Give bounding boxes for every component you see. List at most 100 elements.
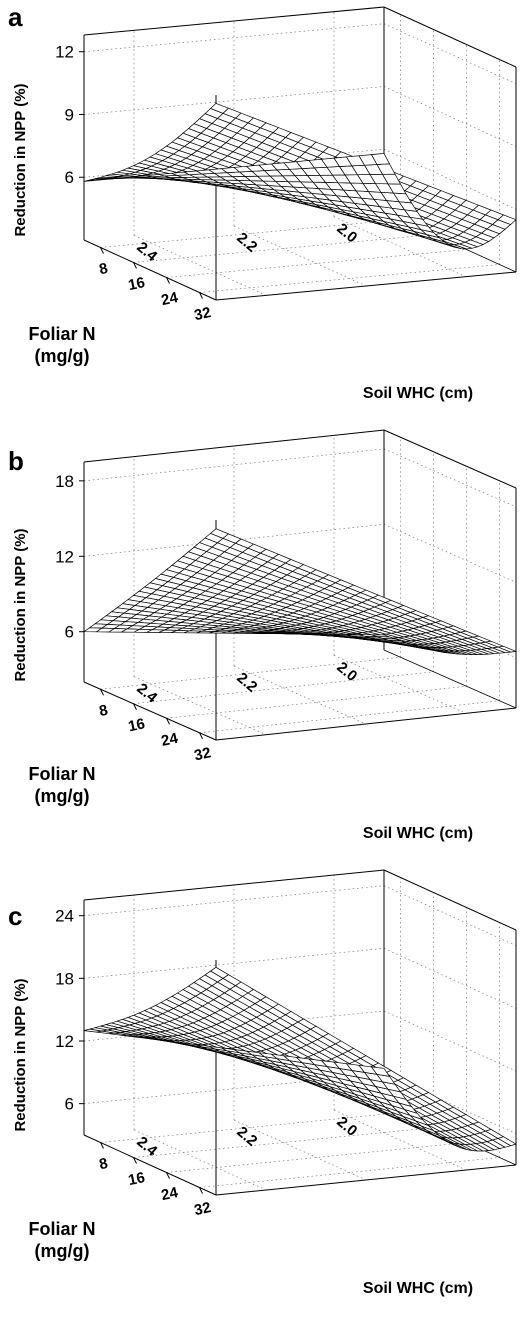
- x-tick: [199, 732, 203, 739]
- foliar-n-tick-label: 2.4: [133, 239, 160, 266]
- x-tick-label: 24: [160, 1184, 180, 1204]
- mesh-cell: [370, 153, 391, 165]
- x-tick-label: 24: [160, 289, 180, 309]
- y-axis-title: Reduction in NPP (%): [12, 528, 29, 681]
- gridline: [383, 1073, 517, 1134]
- gridline: [83, 523, 385, 557]
- x-tick: [133, 1157, 137, 1164]
- x-tick: [133, 262, 137, 269]
- foliar-n-tick-label: 2.4: [133, 680, 160, 707]
- z-tick-label: 6: [65, 1095, 74, 1114]
- x-tick-label: 32: [193, 1199, 213, 1219]
- gridline: [83, 885, 385, 917]
- axis-edge: [83, 681, 217, 741]
- panel-b: 6 12 18 8 16 24 32 2.4 2.2 2.0 b Reduction in NPP (…: [0, 429, 525, 880]
- gridline: [333, 655, 467, 714]
- x-tick-label: 16: [127, 1169, 147, 1189]
- gridline: [83, 448, 385, 482]
- foliar-n-axis-title: Foliar N: [28, 324, 95, 344]
- gridline: [383, 86, 517, 147]
- gridline: [333, 216, 467, 277]
- x-tick-label: 24: [160, 730, 180, 750]
- x-axis-title: Soil WHC (cm): [363, 825, 473, 842]
- z-tick-label: 6: [65, 623, 74, 642]
- axis-edge: [383, 649, 517, 709]
- z-tick-label: 9: [65, 105, 74, 124]
- foliar-n-tick-label: 2.4: [133, 1133, 160, 1160]
- gridline: [383, 1010, 517, 1072]
- mesh-cell: [370, 1066, 391, 1077]
- foliar-n-tick-label: 2.0: [333, 659, 360, 685]
- panel-label: a: [8, 2, 23, 32]
- x-tick-label: 8: [98, 260, 110, 278]
- gridline: [133, 1129, 267, 1191]
- x-tick-label: 8: [98, 702, 110, 720]
- surface-mesh: [83, 966, 517, 1152]
- axis-edge: [215, 707, 517, 741]
- gridline: [133, 235, 267, 296]
- foliar-n-axis-title: Foliar N: [28, 764, 95, 784]
- surface-mesh: [83, 102, 517, 250]
- y-axis-title: Reduction in NPP (%): [12, 978, 29, 1131]
- axis-edge: [215, 1164, 517, 1196]
- gridline: [83, 23, 385, 53]
- gridline: [383, 948, 517, 1009]
- x-tick-label: 16: [127, 274, 147, 294]
- surface-plot-b: 6 12 18 8 16 24 32 2.4 2.2 2.0 b Reduction in NPP (…: [8, 429, 518, 842]
- axis-edge: [83, 869, 385, 901]
- foliar-n-axis-title: (mg/g): [35, 786, 90, 806]
- gridline: [383, 523, 517, 583]
- x-tick: [166, 277, 170, 284]
- gridline: [233, 225, 367, 287]
- panel-a: 6 9 12 8 16 24 32 2.4 2.2 2.0 a Reduction in NPP (%…: [0, 0, 525, 440]
- gridline: [383, 23, 517, 85]
- y-axis-title: Reduction in NPP (%): [12, 83, 29, 236]
- x-tick: [100, 689, 104, 696]
- gridline: [383, 448, 517, 508]
- x-tick-label: 16: [127, 715, 147, 735]
- z-tick-label: 18: [55, 969, 74, 988]
- axis-edge: [215, 271, 517, 301]
- axis-edge: [83, 239, 217, 301]
- gridline: [233, 1119, 367, 1181]
- gridline: [383, 885, 517, 946]
- panel-label: b: [8, 446, 24, 476]
- z-tick-label: 18: [55, 472, 74, 491]
- x-axis-title: Soil WHC (cm): [363, 385, 473, 402]
- surface-mesh: [82, 528, 518, 655]
- foliar-n-tick-label: 2.2: [233, 229, 260, 255]
- x-tick: [166, 718, 170, 725]
- foliar-n-axis-title: (mg/g): [35, 346, 90, 366]
- foliar-n-tick-label: 2.2: [233, 1123, 260, 1149]
- x-tick: [166, 1172, 170, 1179]
- x-tick-label: 8: [98, 1155, 110, 1173]
- axis-edge: [83, 429, 385, 463]
- axis-edge: [83, 1134, 217, 1196]
- panel-c: 6 12 18 24 8 16 24 32 2.4 2.2 2.0 c Reduction in NPP…: [0, 869, 525, 1335]
- x-tick-label: 32: [193, 304, 213, 324]
- x-tick-label: 32: [193, 744, 213, 764]
- foliar-n-tick-label: 2.2: [233, 669, 260, 695]
- x-tick: [199, 292, 203, 299]
- z-tick-label: 24: [55, 907, 74, 926]
- surface-plot-c: 6 12 18 24 8 16 24 32 2.4 2.2 2.0 c Reduction in NPP…: [8, 869, 517, 1297]
- z-tick-label: 12: [55, 547, 74, 566]
- x-axis-title: Soil WHC (cm): [363, 1280, 473, 1297]
- gridline: [83, 947, 385, 979]
- panel-label: c: [8, 901, 22, 931]
- foliar-n-axis-title: (mg/g): [35, 1241, 90, 1261]
- x-tick: [100, 1142, 104, 1149]
- gridline: [383, 148, 517, 210]
- axis-edge: [383, 6, 517, 68]
- axis-edge: [383, 429, 517, 489]
- foliar-n-tick-label: 2.0: [333, 1113, 360, 1139]
- z-tick-label: 12: [55, 43, 74, 62]
- x-tick: [133, 703, 137, 710]
- z-tick-label: 6: [65, 168, 74, 187]
- foliar-n-axis-title: Foliar N: [28, 1219, 95, 1239]
- gridline: [83, 1073, 385, 1105]
- mesh-cell: [371, 634, 390, 638]
- gridline: [83, 86, 385, 115]
